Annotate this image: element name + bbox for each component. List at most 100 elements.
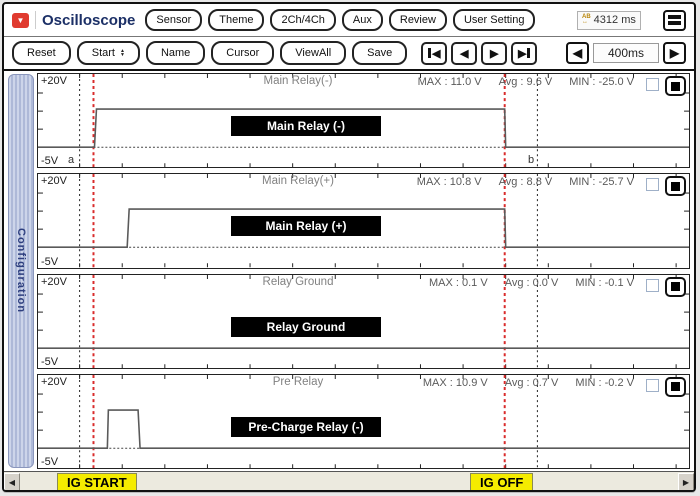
channel-title: Main Relay(-) bbox=[263, 75, 333, 87]
right-triangle-icon: ▶ bbox=[669, 46, 680, 60]
ab-time-value: 4312 ms bbox=[593, 14, 636, 26]
waveform-canvas[interactable] bbox=[38, 174, 689, 268]
left-triangle-icon: ◀ bbox=[460, 47, 469, 60]
start-button[interactable]: Start ▲ ▼ bbox=[76, 41, 140, 65]
left-triangle-icon: ◀ bbox=[8, 477, 16, 487]
stat-avg: Avg : 0.7 V bbox=[504, 376, 559, 389]
spinner-down-icon: ▼ bbox=[119, 52, 125, 58]
waveform-canvas[interactable] bbox=[38, 274, 689, 368]
playback-nav-group: ◀ ◀ ▶ ▶ bbox=[421, 41, 538, 65]
channel-stop-button[interactable] bbox=[665, 76, 686, 96]
stop-square-icon bbox=[671, 282, 680, 291]
channel-title: Relay Ground bbox=[262, 275, 334, 288]
channel-mode-button[interactable]: 2Ch/4Ch bbox=[270, 9, 336, 31]
channel-tag-label: Main Relay (+) bbox=[231, 216, 381, 237]
stat-max: MAX : 10.9 V bbox=[422, 376, 488, 389]
right-triangle-icon: ▶ bbox=[490, 47, 499, 60]
stat-min: MIN : -25.0 V bbox=[569, 76, 634, 88]
user-setting-button[interactable]: User Setting bbox=[452, 9, 536, 31]
bar-icon bbox=[527, 48, 531, 58]
stat-avg: Avg : 0.0 V bbox=[504, 276, 559, 289]
ab-cursor-icon: AB ↔ bbox=[582, 14, 591, 25]
viewall-button[interactable]: ViewAll bbox=[280, 41, 347, 65]
scale-top-label: +20V bbox=[41, 175, 67, 188]
channel-stats: MAX : 0.1 V Avg : 0.0 V MIN : -0.1 V bbox=[429, 277, 634, 289]
cursor-button[interactable]: Cursor bbox=[211, 41, 275, 65]
app-title: Oscilloscope bbox=[42, 11, 136, 29]
save-button[interactable]: Save bbox=[352, 41, 408, 65]
channel-panel-relay-ground: +20V -5V Relay Ground MAX : 0.1 V Avg : … bbox=[37, 273, 690, 369]
configuration-label: Configuration bbox=[15, 228, 27, 314]
theme-button[interactable]: Theme bbox=[208, 9, 265, 31]
title-toolbar: ▼ Oscilloscope Sensor Theme 2Ch/4Ch Aux … bbox=[4, 4, 694, 37]
channel-visibility-checkbox[interactable] bbox=[646, 178, 659, 192]
cursor-b-label: b bbox=[528, 154, 535, 167]
stat-max: MAX : 10.8 V bbox=[416, 176, 482, 189]
ab-icon-top: AB bbox=[582, 14, 591, 20]
scale-bottom-label: -5V bbox=[41, 355, 59, 368]
window-menu-icon[interactable] bbox=[663, 9, 686, 31]
channel-stats: MAX : 10.9 V Avg : 0.7 V MIN : -0.2 V bbox=[423, 377, 634, 389]
spinner-icon: ▲ ▼ bbox=[119, 48, 125, 58]
stop-square-icon bbox=[671, 382, 680, 392]
stat-min: MIN : -0.1 V bbox=[575, 276, 634, 289]
channel-stop-button[interactable] bbox=[665, 176, 686, 197]
scroll-left-button[interactable]: ◀ bbox=[4, 472, 20, 490]
ab-time-display: AB ↔ 4312 ms bbox=[577, 10, 641, 30]
stop-square-icon bbox=[671, 81, 680, 91]
timebase-display[interactable]: 400ms bbox=[593, 43, 659, 63]
stat-avg: Avg : 8.8 V bbox=[498, 176, 553, 189]
ig-start-marker[interactable]: IG START bbox=[57, 473, 137, 490]
channel-stats: MAX : 10.8 V Avg : 8.8 V MIN : -25.7 V bbox=[417, 176, 634, 188]
channel-tag-label: Relay Ground bbox=[231, 316, 381, 337]
scale-top-label: +20V bbox=[41, 75, 67, 87]
channel-stats: MAX : 11.0 V Avg : 9.6 V MIN : -25.0 V bbox=[418, 76, 634, 88]
nav-prev-button[interactable]: ◀ bbox=[451, 41, 478, 65]
ig-off-marker[interactable]: IG OFF bbox=[470, 473, 534, 490]
waveform-canvas[interactable] bbox=[38, 374, 689, 468]
timebase-increase-button[interactable]: ▶ bbox=[663, 42, 686, 64]
channel-stack: +20V -5V Main Relay(-) MAX : 11.0 V Avg … bbox=[34, 71, 694, 471]
left-triangle-icon: ◀ bbox=[572, 46, 583, 60]
stat-max: MAX : 11.0 V bbox=[417, 76, 482, 88]
review-button[interactable]: Review bbox=[388, 9, 447, 31]
waveform-canvas[interactable] bbox=[38, 74, 689, 168]
down-arrow-icon: ▼ bbox=[16, 15, 25, 25]
ab-icon-bottom: ↔ bbox=[582, 19, 588, 25]
channel-visibility-checkbox[interactable] bbox=[646, 78, 659, 91]
scroll-right-button[interactable]: ▶ bbox=[678, 472, 694, 490]
control-toolbar: Reset Start ▲ ▼ Name Cursor ViewAll Save… bbox=[4, 37, 694, 71]
timebase-decrease-button[interactable]: ◀ bbox=[566, 42, 589, 64]
nav-next-button[interactable]: ▶ bbox=[481, 41, 508, 65]
stat-min: MIN : -25.7 V bbox=[569, 176, 634, 189]
channel-stop-button[interactable] bbox=[665, 276, 686, 297]
channel-stop-button[interactable] bbox=[665, 376, 686, 397]
channel-title: Pre Relay bbox=[272, 375, 324, 388]
horizontal-scrollbar: ◀ ▶ IG START IG OFF bbox=[4, 471, 694, 490]
channel-title: Main Relay(+) bbox=[262, 175, 334, 188]
scale-top-label: +20V bbox=[41, 275, 67, 288]
scale-bottom-label: -5V bbox=[41, 255, 59, 268]
channel-tag-label: Pre-Charge Relay (-) bbox=[231, 416, 381, 437]
aux-button[interactable]: Aux bbox=[341, 9, 383, 31]
channel-visibility-checkbox[interactable] bbox=[646, 378, 659, 392]
stat-avg: Avg : 9.6 V bbox=[498, 76, 553, 88]
stop-square-icon bbox=[671, 181, 680, 191]
app-badge-icon[interactable]: ▼ bbox=[12, 12, 29, 28]
nav-last-button[interactable]: ▶ bbox=[511, 41, 538, 65]
name-button[interactable]: Name bbox=[145, 41, 206, 65]
right-triangle-icon: ▶ bbox=[682, 477, 690, 487]
sensor-button[interactable]: Sensor bbox=[145, 9, 203, 31]
channel-tag-label: Main Relay (-) bbox=[231, 116, 381, 136]
channel-visibility-checkbox[interactable] bbox=[646, 278, 659, 292]
divider bbox=[35, 11, 36, 29]
stat-min: MIN : -0.2 V bbox=[575, 376, 634, 389]
nav-first-button[interactable]: ◀ bbox=[421, 41, 448, 65]
scale-top-label: +20V bbox=[41, 375, 67, 388]
reset-button[interactable]: Reset bbox=[12, 41, 71, 65]
spinner-up-icon: ▲ bbox=[119, 48, 125, 54]
configuration-sidebar-tab[interactable]: Configuration bbox=[8, 74, 34, 468]
cursor-a-label: a bbox=[68, 154, 75, 167]
scale-bottom-label: -5V bbox=[41, 456, 59, 468]
scale-bottom-label: -5V bbox=[41, 155, 59, 168]
